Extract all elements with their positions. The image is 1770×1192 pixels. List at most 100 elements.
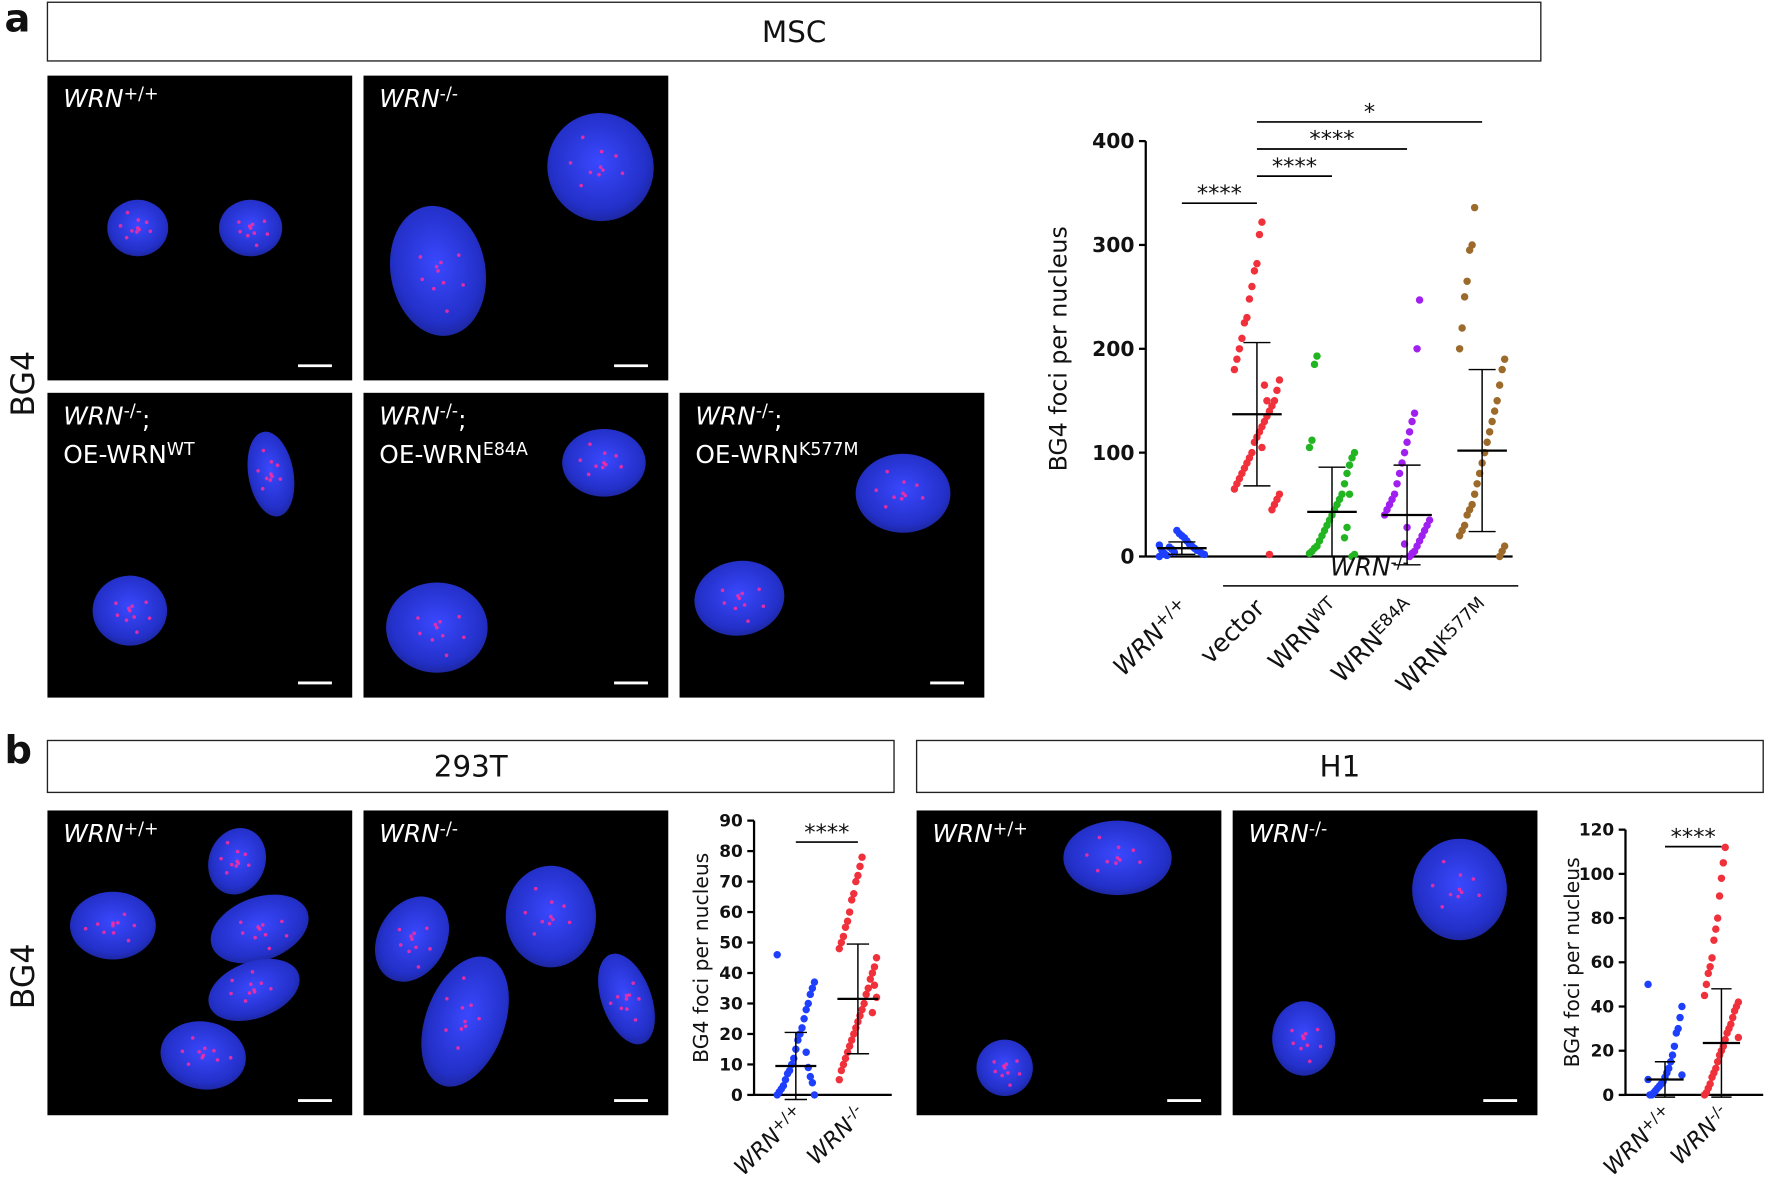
- focus: [235, 849, 240, 854]
- focus: [229, 862, 234, 867]
- dot: [860, 999, 868, 1008]
- dot: [1723, 1029, 1731, 1037]
- focus: [433, 622, 438, 627]
- focus: [1006, 1071, 1010, 1075]
- dot: [1708, 1073, 1716, 1081]
- focus: [920, 496, 925, 500]
- dot: [841, 923, 850, 932]
- focus: [114, 601, 118, 606]
- focus: [874, 488, 879, 493]
- dot: [843, 917, 852, 925]
- header-box: [915, 739, 1764, 794]
- dot: [1463, 277, 1471, 286]
- dot: [858, 853, 866, 861]
- focus: [224, 871, 229, 875]
- y-tick-label: 40: [719, 963, 743, 983]
- focus: [1456, 894, 1460, 899]
- dot: [1258, 443, 1266, 452]
- header: 293T: [434, 750, 508, 784]
- dot: [1410, 409, 1419, 417]
- focus: [1015, 1059, 1019, 1063]
- focus: [619, 1006, 624, 1011]
- dot: [1268, 506, 1276, 514]
- focus: [1318, 1044, 1323, 1049]
- focus: [461, 976, 466, 980]
- dot: [1308, 436, 1316, 444]
- y-tick-label: 400: [1092, 129, 1134, 153]
- focus: [132, 923, 137, 928]
- focus: [237, 220, 241, 224]
- focus: [533, 886, 538, 891]
- focus: [1118, 858, 1122, 862]
- focus: [614, 454, 618, 458]
- focus: [1116, 845, 1121, 850]
- dot: [841, 1054, 850, 1063]
- dot: [1473, 480, 1481, 488]
- x-tick-label: WRN+/+: [1597, 1100, 1678, 1181]
- label-text: OE-WRN: [695, 440, 799, 469]
- focus: [599, 149, 604, 154]
- label-text: WRN: [63, 819, 123, 848]
- focus: [135, 230, 139, 234]
- dot: [1265, 550, 1274, 559]
- focus: [1290, 1028, 1294, 1033]
- dot: [1345, 461, 1354, 469]
- dot: [810, 1091, 819, 1099]
- focus: [243, 999, 248, 1003]
- focus: [111, 931, 116, 935]
- dot: [1233, 355, 1241, 363]
- dot: [1734, 1033, 1743, 1042]
- focus: [238, 920, 243, 925]
- focus: [586, 472, 591, 477]
- focus: [445, 309, 449, 313]
- image-label: WRN+/+: [63, 819, 158, 848]
- focus: [270, 474, 274, 479]
- y-tick-label: 0: [1602, 1085, 1614, 1105]
- focus: [1305, 1043, 1310, 1048]
- dot: [1305, 443, 1314, 452]
- focus: [532, 932, 537, 936]
- focus: [993, 1069, 998, 1074]
- focus: [397, 927, 402, 932]
- focus: [425, 926, 429, 931]
- focus: [248, 982, 253, 987]
- focus: [1303, 1031, 1308, 1036]
- significance-label: ****: [1671, 824, 1716, 850]
- focus: [740, 591, 745, 596]
- dot: [773, 951, 781, 959]
- focus: [243, 852, 248, 857]
- focus: [567, 920, 572, 925]
- focus: [597, 172, 601, 177]
- label-text: WRN: [63, 401, 123, 430]
- focus: [197, 1049, 202, 1054]
- focus: [262, 219, 267, 224]
- focus: [600, 465, 605, 470]
- focus: [102, 930, 106, 935]
- focus: [1138, 860, 1142, 864]
- focus: [461, 283, 465, 287]
- image-label: WRN-/-: [379, 84, 458, 113]
- dot: [1250, 267, 1259, 275]
- focus: [720, 588, 725, 593]
- focus: [254, 243, 259, 248]
- label-text: WRN: [63, 84, 123, 113]
- dot: [854, 871, 862, 880]
- focus: [594, 464, 598, 468]
- label-text: OE-WRN: [379, 440, 483, 469]
- focus: [1457, 887, 1462, 892]
- focus: [435, 625, 439, 630]
- dot: [1310, 360, 1319, 369]
- image-label: WRN-/-;: [695, 401, 782, 433]
- focus: [436, 269, 440, 273]
- dot: [1717, 874, 1726, 883]
- dot: [1343, 469, 1351, 478]
- focus: [265, 232, 270, 236]
- x-tick-label: WRN-/-: [801, 1100, 872, 1171]
- focus: [147, 616, 152, 620]
- label-text: WRN: [932, 819, 992, 848]
- focus: [240, 931, 245, 935]
- dot: [1458, 324, 1466, 332]
- focus: [268, 478, 273, 482]
- focus: [124, 235, 129, 240]
